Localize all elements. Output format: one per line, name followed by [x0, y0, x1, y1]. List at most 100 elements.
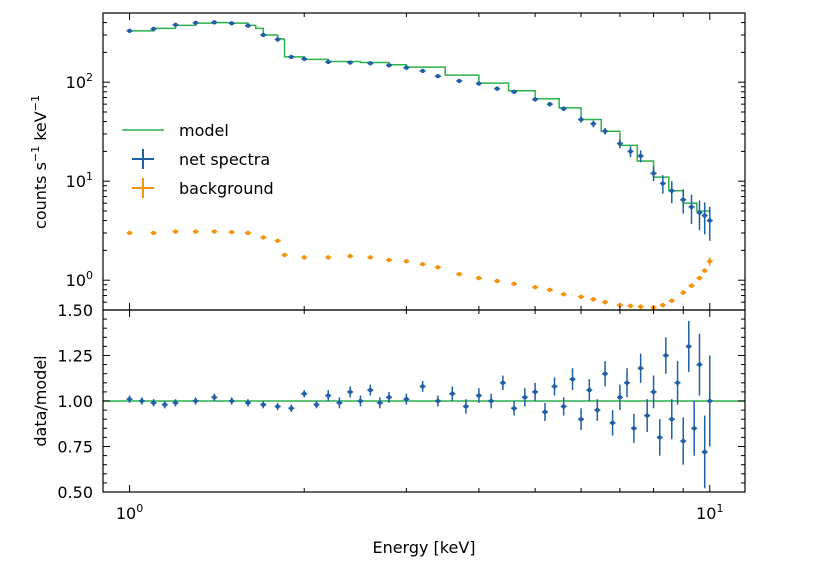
background-point	[617, 302, 623, 308]
net-spectra-point	[697, 210, 702, 215]
ratio-ticks: 100 101 0.50 0.75 1.00 1.25 1.50	[57, 301, 745, 523]
ratio-point	[702, 449, 707, 455]
ratio-point	[522, 395, 528, 400]
ratio-point	[686, 344, 691, 349]
ratio-point	[229, 398, 234, 404]
net-spectra-point	[689, 204, 694, 210]
net-spectra-point	[702, 213, 707, 218]
background-point	[302, 255, 307, 260]
legend-background-marker	[132, 178, 154, 198]
background-point	[494, 278, 500, 284]
net-spectra-point	[660, 181, 666, 186]
net-spectra-point	[476, 81, 482, 86]
ratio-point	[358, 398, 363, 404]
legend-model-label: model	[179, 121, 229, 140]
x-axis-label: Energy [keV]	[372, 538, 475, 557]
net-spectra-point	[628, 149, 633, 154]
ratio-point	[644, 413, 650, 418]
background-point	[602, 299, 608, 305]
ratio-point	[624, 380, 630, 385]
background-point	[547, 287, 552, 292]
background-point	[127, 230, 132, 236]
ratio-panel: 100 101 0.50 0.75 1.00 1.25 1.50 data/model En…	[31, 301, 746, 557]
ratio-point	[377, 400, 383, 406]
background-point	[681, 290, 686, 295]
y-tick-label: 1.25	[57, 347, 93, 366]
background-point	[689, 283, 694, 288]
ratio-point	[511, 406, 517, 411]
spectrum-y-axis-label: counts s−1 keV−1	[29, 95, 50, 229]
net-spectra-point	[532, 97, 538, 102]
ratio-point	[162, 402, 167, 407]
ratio-point	[386, 395, 392, 400]
net-spectra-point	[420, 68, 425, 74]
legend-net-label: net spectra	[179, 150, 270, 169]
y-tick-label: 101	[66, 170, 93, 191]
ratio-point	[675, 380, 680, 385]
background-point	[326, 255, 331, 260]
background-point	[229, 230, 234, 235]
spectrum-panel: 100 101 102 model net spectra background c…	[29, 12, 746, 311]
y-tick-label: 100	[66, 269, 93, 290]
ratio-point	[651, 389, 656, 395]
net-spectra-point	[591, 121, 596, 126]
net-spectra-point	[212, 20, 217, 25]
background-point	[173, 229, 178, 234]
x-tick-label: 100	[116, 502, 143, 523]
net-spectra-point	[494, 86, 500, 91]
ratio-point	[302, 391, 307, 396]
ratio-point	[657, 435, 662, 440]
net-spectra-point	[275, 37, 280, 42]
net-spectra-point	[326, 59, 331, 65]
ratio-point	[663, 353, 669, 358]
ratio-point	[435, 398, 441, 404]
net-spectra-point	[151, 26, 156, 32]
background-point	[591, 297, 596, 302]
background-point	[476, 275, 482, 281]
background-point	[669, 298, 674, 303]
x-tick-label: 101	[696, 502, 723, 523]
background-point	[404, 259, 409, 264]
ratio-point	[707, 398, 712, 404]
net-spectra-point	[229, 21, 234, 26]
ratio-point	[463, 404, 469, 409]
net-spectra-point	[561, 106, 566, 111]
background-point	[368, 255, 373, 260]
ratio-point	[139, 398, 145, 404]
background-point	[638, 304, 643, 309]
ratio-point	[595, 407, 600, 413]
net-spectra-point	[173, 22, 178, 27]
net-spectra-point	[347, 60, 353, 65]
background-point	[386, 257, 392, 263]
net-spectra-point	[617, 141, 623, 146]
ratio-point	[631, 426, 637, 431]
ratio-point	[173, 400, 178, 406]
background-point	[261, 235, 266, 240]
net-spectra-point	[289, 54, 294, 60]
ratio-point	[561, 404, 566, 409]
ratio-point	[151, 400, 156, 406]
background-point	[697, 275, 702, 281]
ratio-point	[669, 417, 674, 422]
background-point	[561, 292, 566, 297]
net-spectra-point	[193, 20, 198, 26]
ratio-point	[420, 384, 425, 389]
background-point	[193, 229, 198, 234]
net-spectra-point	[681, 197, 686, 202]
net-spectra-point	[368, 61, 373, 66]
y-tick-label: 1.00	[57, 392, 93, 411]
background-point	[151, 230, 156, 236]
ratio-point	[275, 404, 280, 409]
ratio-point	[289, 406, 294, 411]
net-spectra-point	[245, 23, 251, 28]
ratio-point	[697, 362, 702, 367]
ratio-point	[476, 393, 482, 398]
net-spectra-point	[638, 153, 643, 159]
legend-background-label: background	[179, 179, 274, 198]
net-spectra-point	[302, 56, 307, 62]
ratio-point	[314, 402, 319, 407]
background-point	[707, 259, 712, 264]
net-spectra-point	[261, 32, 266, 38]
net-spectra-point	[707, 218, 712, 223]
